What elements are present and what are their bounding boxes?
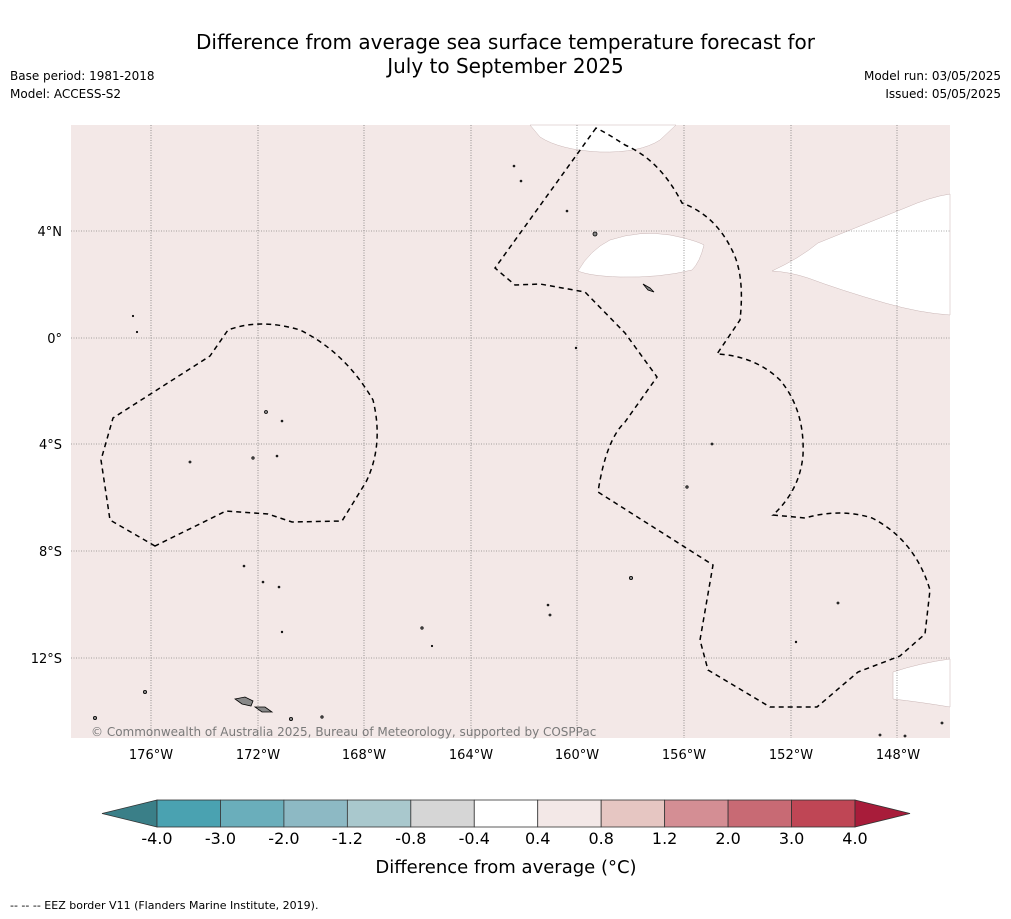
latitude-labels: 4°N 0° 4°S 8°S 12°S — [31, 225, 62, 667]
colorbar-ticks: -4.0 -3.0 -2.0 -1.2 -0.8 -0.4 0.4 0.8 1.2 2.0 3.0 4… — [141, 829, 867, 848]
colorbar-tick-label: 4.0 — [842, 829, 867, 848]
lon-label: 156°W — [662, 748, 706, 763]
islands — [93, 164, 944, 738]
lat-label: 4°N — [38, 225, 63, 240]
eez-border-central — [493, 127, 931, 708]
colorbar-tick-label: 0.4 — [525, 829, 550, 848]
colorbar-tick-label: 0.8 — [588, 829, 613, 848]
colorbar-tick-label: 1.2 — [652, 829, 677, 848]
issued-date: Issued: 05/05/2025 — [885, 87, 1001, 101]
meta-right: Model run: 03/05/2025 Issued: 05/05/2025 — [864, 67, 1001, 103]
lat-label: 4°S — [39, 438, 62, 453]
lon-label: 152°W — [769, 748, 813, 763]
neutral-region-southeast — [892, 658, 951, 708]
lat-label: 12°S — [31, 652, 62, 667]
lon-label: 164°W — [449, 748, 493, 763]
base-period: Base period: 1981-2018 — [10, 69, 155, 83]
lon-label: 168°W — [342, 748, 386, 763]
colorbar-segment — [727, 799, 792, 828]
colorbar-tick-label: -4.0 — [141, 829, 172, 848]
neutral-region-north — [529, 124, 677, 153]
colorbar-segment — [283, 799, 348, 828]
island-savaii — [234, 696, 254, 707]
map: © Commonwealth of Australia 2025, Bureau… — [31, 124, 951, 763]
lon-label: 176°W — [129, 748, 173, 763]
colorbar-segment — [156, 799, 221, 828]
meta-left: Base period: 1981-2018 Model: ACCESS-S2 — [10, 67, 155, 103]
colorbar-segment — [410, 799, 475, 828]
eez-border-west — [100, 323, 378, 547]
colorbar-segment — [346, 799, 412, 828]
colorbar-extend-high — [854, 799, 911, 828]
colorbar-segment — [537, 799, 602, 828]
longitude-labels: 176°W 172°W 168°W 164°W 160°W 156°W 152°… — [129, 748, 920, 763]
colorbar-label: Difference from average (°C) — [375, 857, 636, 878]
neutral-region-central — [577, 233, 705, 278]
title-line-2: July to September 2025 — [387, 54, 624, 78]
colorbar-tick-label: 2.0 — [715, 829, 740, 848]
colorbar-segment — [473, 799, 539, 828]
model-run: Model run: 03/05/2025 — [863, 69, 1001, 83]
lat-label: 0° — [47, 332, 62, 347]
colorbar-segment — [220, 799, 285, 828]
eez-borders — [100, 127, 931, 708]
model-name: Model: ACCESS-S2 — [10, 87, 122, 101]
lon-label: 172°W — [236, 748, 280, 763]
colorbar-segment — [664, 799, 729, 828]
colorbar-tick-label: -3.0 — [205, 829, 236, 848]
title-line-1: Difference from average sea surface temp… — [195, 30, 815, 54]
colorbar-tick-label: -0.4 — [459, 829, 490, 848]
lon-label: 160°W — [555, 748, 599, 763]
colorbar-extend-low — [101, 799, 158, 828]
colorbar-segment — [791, 799, 856, 828]
island-upolu — [253, 706, 274, 713]
colorbar-tick-label: -2.0 — [268, 829, 299, 848]
eez-legend-note: -- -- -- EEZ border V11 (Flanders Marine… — [10, 899, 319, 912]
map-title: Difference from average sea surface temp… — [0, 30, 1011, 78]
colorbar-tick-label: 3.0 — [779, 829, 804, 848]
colorbar-tick-label: -1.2 — [332, 829, 363, 848]
colorbar-tick-label: -0.8 — [395, 829, 426, 848]
lon-label: 148°W — [876, 748, 920, 763]
anomaly-field — [71, 125, 950, 738]
lat-label: 8°S — [39, 545, 62, 560]
colorbar-segments — [101, 799, 911, 828]
neutral-region-east — [771, 193, 951, 316]
copyright-text: © Commonwealth of Australia 2025, Bureau… — [91, 725, 596, 739]
colorbar-segment — [600, 799, 666, 828]
